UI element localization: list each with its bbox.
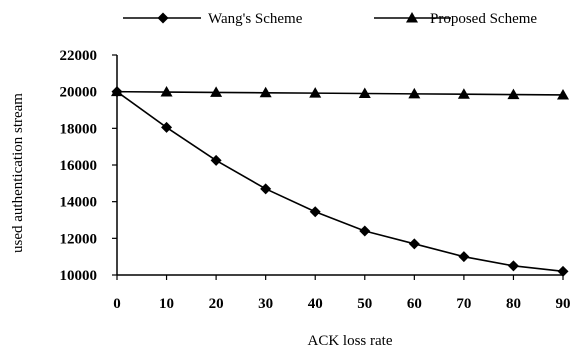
legend-marker — [157, 12, 169, 24]
data-point-proposed-scheme — [259, 86, 272, 98]
data-point-proposed-scheme — [160, 86, 173, 97]
axes — [116, 55, 563, 276]
legend-item-wang-s-scheme: Wang's Scheme — [123, 11, 303, 27]
x-tick-label: 30 — [258, 296, 273, 312]
data-point-wang-s-scheme — [359, 225, 371, 237]
data-point-proposed-scheme — [557, 88, 569, 100]
y-tick-label: 18000 — [60, 121, 98, 137]
y-axis-ticks: 10000 12000 14000 16000 18000 20000 22000 — [60, 48, 117, 284]
data-point-wang-s-scheme — [557, 265, 569, 277]
data-point-wang-s-scheme — [161, 121, 173, 133]
y-tick-label: 10000 — [60, 268, 98, 284]
data-point-proposed-scheme — [111, 85, 123, 97]
series-line-proposed-scheme — [116, 90, 564, 96]
y-tick-label: 12000 — [60, 231, 98, 247]
data-point-proposed-scheme — [457, 88, 470, 99]
y-tick-label: 22000 — [60, 48, 98, 64]
x-axis-title: ACK loss rate — [308, 333, 393, 349]
data-point-wang-s-scheme — [408, 238, 420, 250]
data-point-wang-s-scheme — [260, 183, 272, 195]
y-tick-label: 16000 — [60, 158, 98, 174]
x-tick-label: 20 — [209, 296, 224, 312]
x-tick-label: 90 — [556, 296, 571, 312]
data-point-proposed-scheme — [309, 87, 322, 98]
legend-item-proposed-scheme: Proposed Scheme — [374, 11, 537, 27]
y-tick-label: 14000 — [60, 195, 98, 211]
x-tick-label: 60 — [407, 296, 422, 312]
y-tick-label: 20000 — [60, 85, 98, 101]
x-tick-label: 70 — [456, 296, 471, 312]
x-tick-label: 0 — [113, 296, 121, 312]
data-point-wang-s-scheme — [507, 260, 519, 272]
x-tick-label: 10 — [159, 296, 174, 312]
legend-label: Proposed Scheme — [430, 11, 537, 27]
data-point-wang-s-scheme — [210, 154, 222, 166]
data-point-wang-s-scheme — [309, 206, 321, 218]
data-point-proposed-scheme — [507, 88, 520, 100]
series-wang-s-scheme — [111, 86, 569, 277]
series-line-wang-s-scheme — [116, 91, 564, 273]
legend-marker — [406, 12, 418, 23]
series-layer — [111, 85, 569, 277]
x-axis-ticks: 0 10 20 30 40 50 60 70 80 90 — [113, 275, 571, 312]
legend-label: Wang's Scheme — [208, 11, 303, 27]
series-proposed-scheme — [111, 85, 569, 100]
data-point-proposed-scheme — [358, 87, 371, 98]
data-point-proposed-scheme — [210, 86, 223, 97]
data-point-wang-s-scheme — [458, 251, 470, 263]
data-point-proposed-scheme — [408, 87, 421, 99]
y-axis-title: used authentication stream — [10, 93, 26, 253]
x-tick-label: 50 — [357, 296, 372, 312]
legend: Wang's Scheme Proposed Scheme — [123, 11, 537, 27]
x-tick-label: 40 — [308, 296, 323, 312]
x-tick-label: 80 — [506, 296, 521, 312]
